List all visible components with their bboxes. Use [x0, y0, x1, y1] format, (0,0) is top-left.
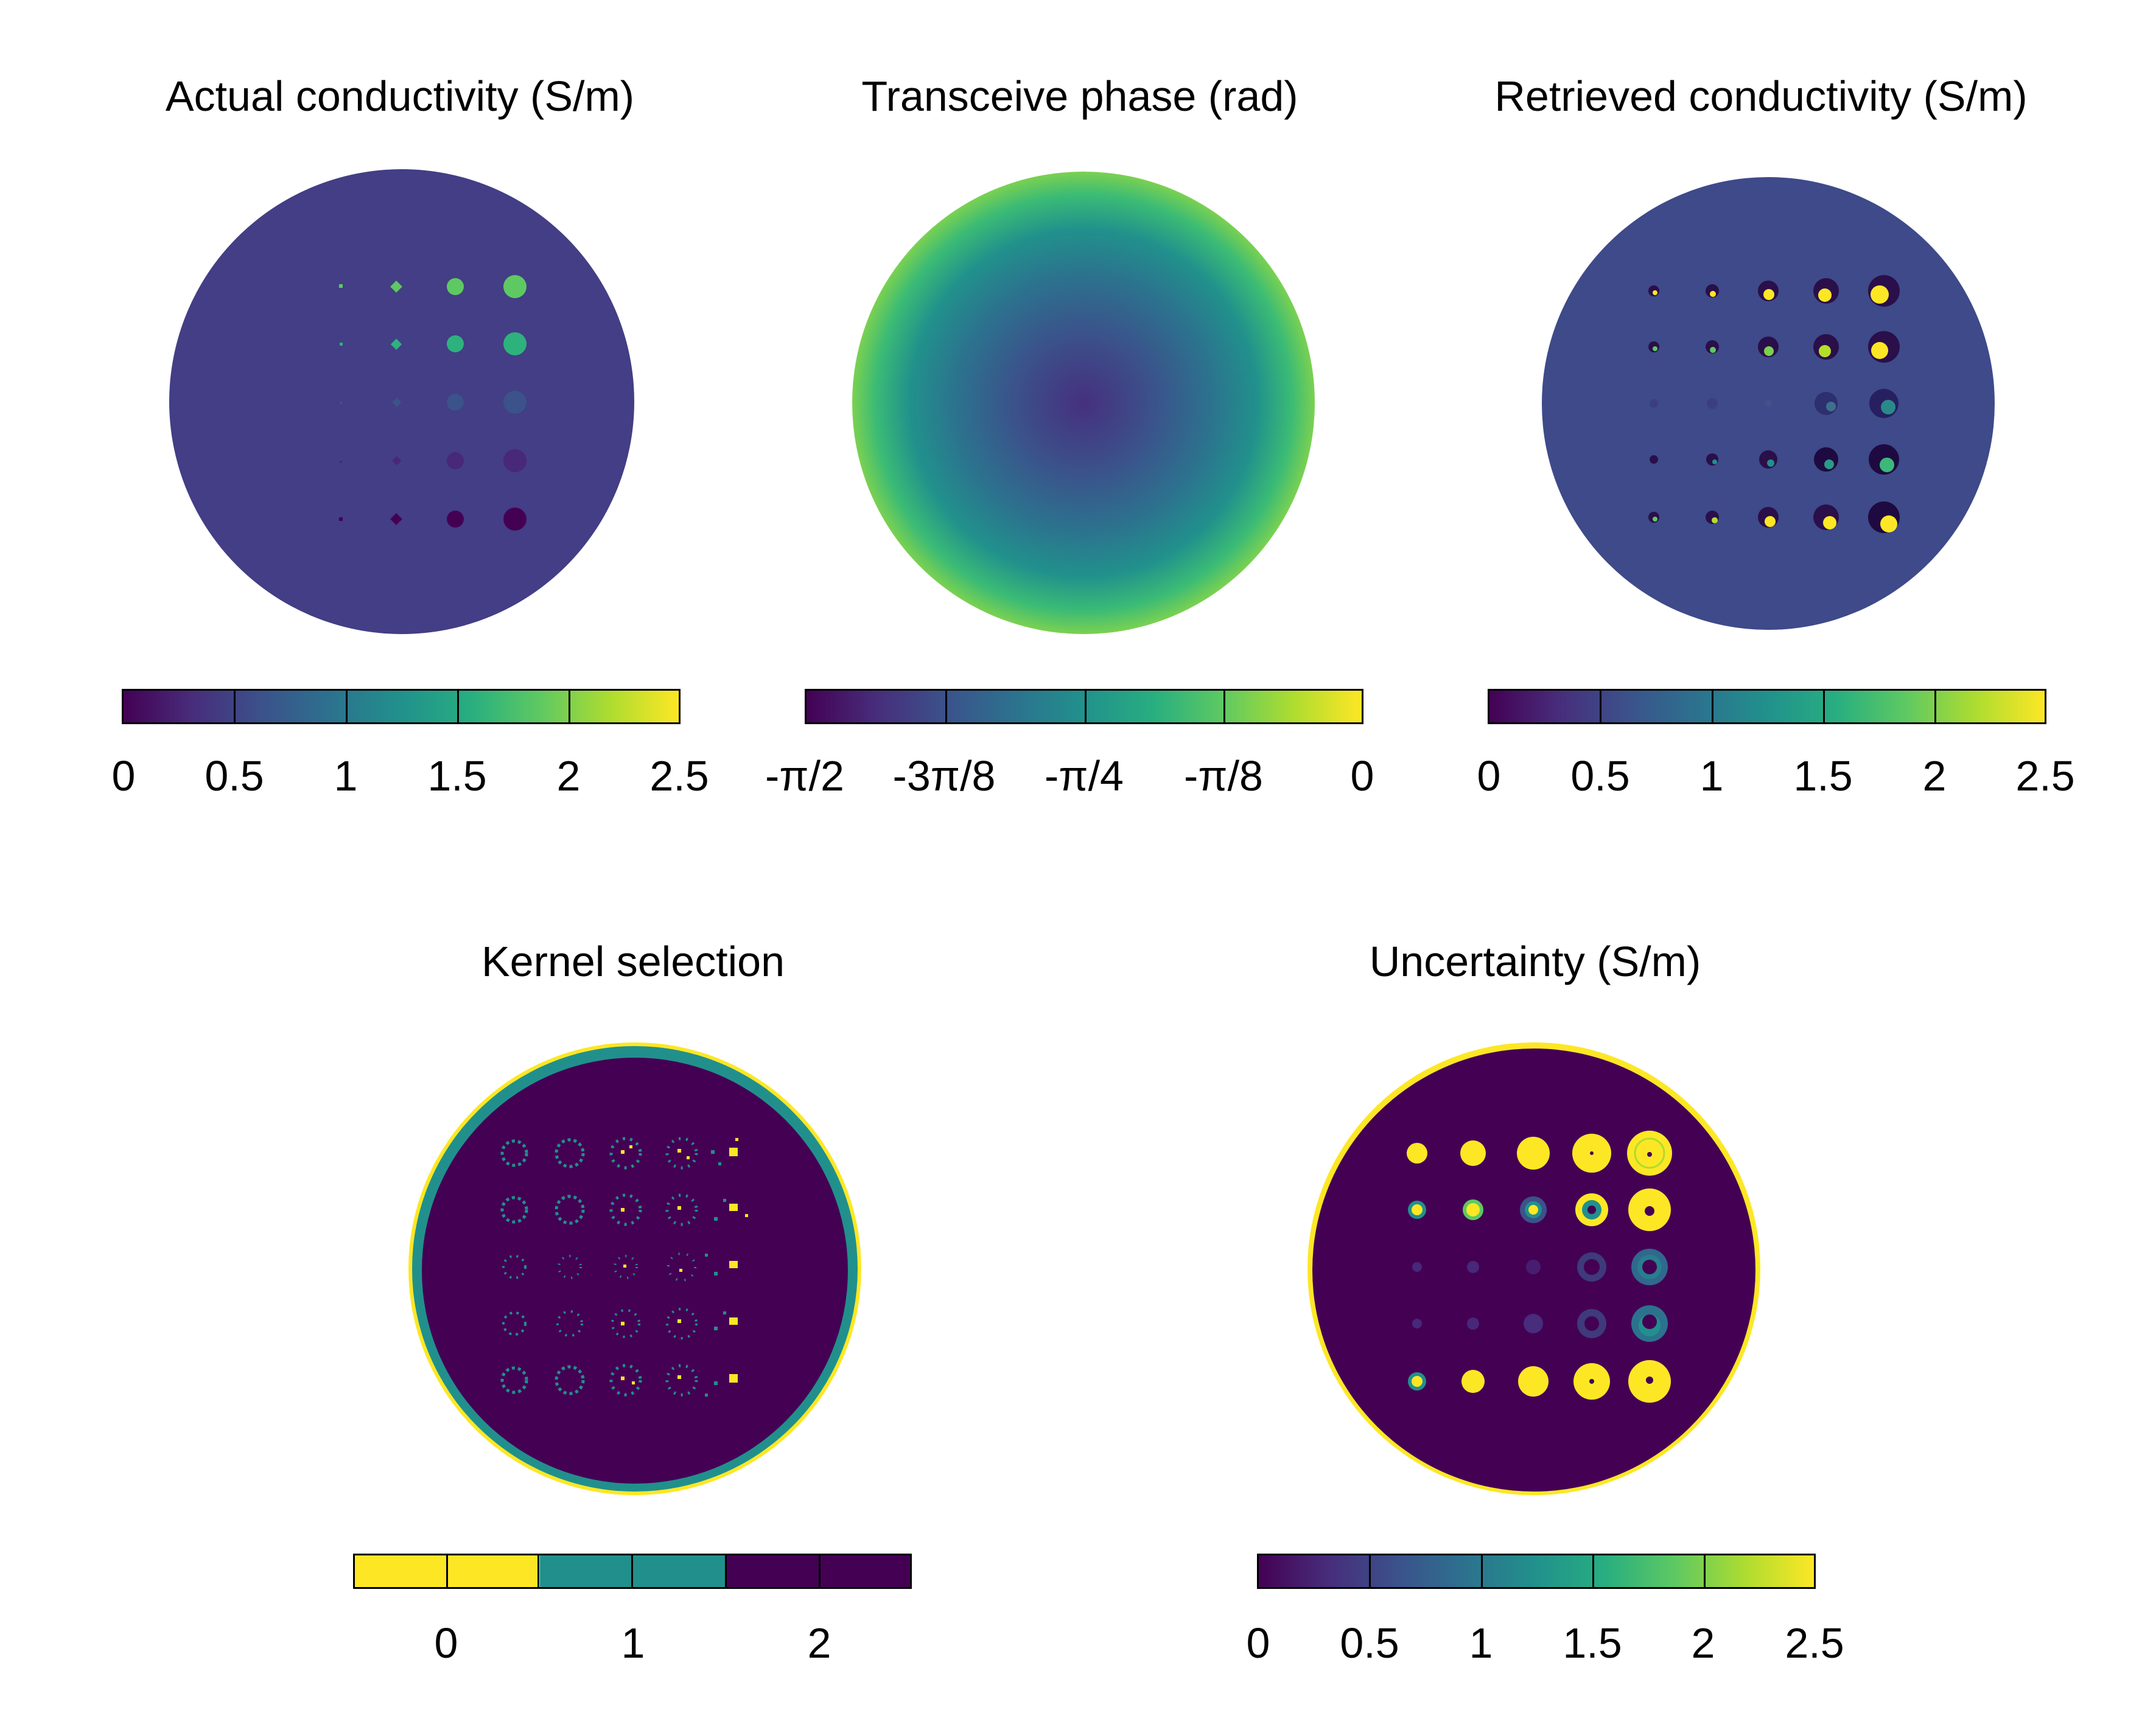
- inclusion: [503, 275, 527, 298]
- transceive-phase-title: Transceive phase (rad): [861, 72, 1298, 120]
- tick-label: -π/4: [1045, 752, 1124, 800]
- tick-label: 0.5: [205, 752, 264, 800]
- kernel-selection-colorbar: [353, 1554, 912, 1589]
- tick-label: 2: [556, 752, 581, 800]
- tick-label: 1: [1469, 1619, 1493, 1667]
- inclusion: [447, 394, 464, 411]
- tick-label: 0: [111, 752, 136, 800]
- tick-label: 1.5: [427, 752, 487, 800]
- row-5: [1648, 501, 1900, 533]
- row-2: [1648, 331, 1900, 363]
- tick-label: 0: [1477, 752, 1501, 800]
- inclusion: [503, 449, 527, 472]
- inclusion: [503, 391, 527, 414]
- tick-label: 2: [1922, 752, 1947, 800]
- tick-label: 1: [334, 752, 358, 800]
- kernel-disk: [422, 1058, 848, 1484]
- kernel-inclusion-rings: [500, 1137, 698, 1397]
- tick-label: 0: [1246, 1619, 1270, 1667]
- kernel-teal-pixels: [705, 1150, 726, 1397]
- inclusion: [503, 508, 527, 531]
- row-1: [1648, 275, 1900, 307]
- tick-label: -π/2: [765, 752, 844, 800]
- inclusion: [447, 511, 464, 528]
- uncertainty-inclusions: [1407, 1131, 1672, 1403]
- actual-conductivity-colorbar: [122, 689, 681, 724]
- kernel-yellow-pixels: [621, 1138, 748, 1384]
- phase-colorbar: [805, 689, 1363, 724]
- uncertainty-colorbar: [1257, 1554, 1816, 1589]
- actual-conductivity-title: Actual conductivity (S/m): [165, 72, 635, 120]
- tick-label: 1: [1699, 752, 1724, 800]
- row-3: [1650, 389, 1899, 418]
- uncertainty-map: [1307, 1042, 1760, 1495]
- transceive-phase-map: [852, 172, 1315, 634]
- retrieved-inclusions: [1648, 275, 1900, 533]
- inclusion: [503, 332, 527, 355]
- row-4: [1650, 444, 1899, 475]
- kernel-selection-map: [408, 1042, 861, 1495]
- tick-label: -3π/8: [892, 752, 996, 800]
- inclusion: [447, 278, 464, 295]
- tick-label: 0: [1350, 752, 1374, 800]
- inclusion: [340, 461, 342, 463]
- tick-label: 0: [434, 1619, 458, 1667]
- kernel-selection-title: Kernel selection: [481, 938, 785, 985]
- tick-label: 2: [807, 1619, 831, 1667]
- tick-label: 1: [621, 1619, 645, 1667]
- retrieved-conductivity-title: Retrieved conductivity (S/m): [1494, 72, 2028, 120]
- tick-label: 2.5: [2015, 752, 2075, 800]
- inclusion: [340, 343, 343, 346]
- inclusion: [340, 402, 342, 404]
- tick-label: -π/8: [1184, 752, 1263, 800]
- tick-label: 0.5: [1570, 752, 1630, 800]
- tick-label: 2: [1691, 1619, 1715, 1667]
- phase-disk: [852, 172, 1315, 634]
- actual-conductivity-map: [169, 169, 634, 634]
- inclusion-grid: [339, 275, 527, 531]
- tick-label: 1.5: [1563, 1619, 1622, 1667]
- inclusion: [390, 338, 402, 350]
- tick-label: 2.5: [1785, 1619, 1844, 1667]
- tick-label: 2.5: [649, 752, 709, 800]
- retrieved-conductivity-map: [1542, 177, 1995, 630]
- inclusion: [339, 517, 343, 521]
- phantom-disk: [169, 169, 634, 634]
- tick-label: 0.5: [1340, 1619, 1399, 1667]
- inclusion: [339, 284, 343, 288]
- uncertainty-title: Uncertainty (S/m): [1369, 938, 1701, 985]
- inclusion: [447, 335, 464, 352]
- inclusion: [390, 281, 402, 293]
- inclusion: [447, 452, 464, 469]
- retrieved-conductivity-colorbar: [1488, 689, 2046, 724]
- tick-label: 1.5: [1793, 752, 1853, 800]
